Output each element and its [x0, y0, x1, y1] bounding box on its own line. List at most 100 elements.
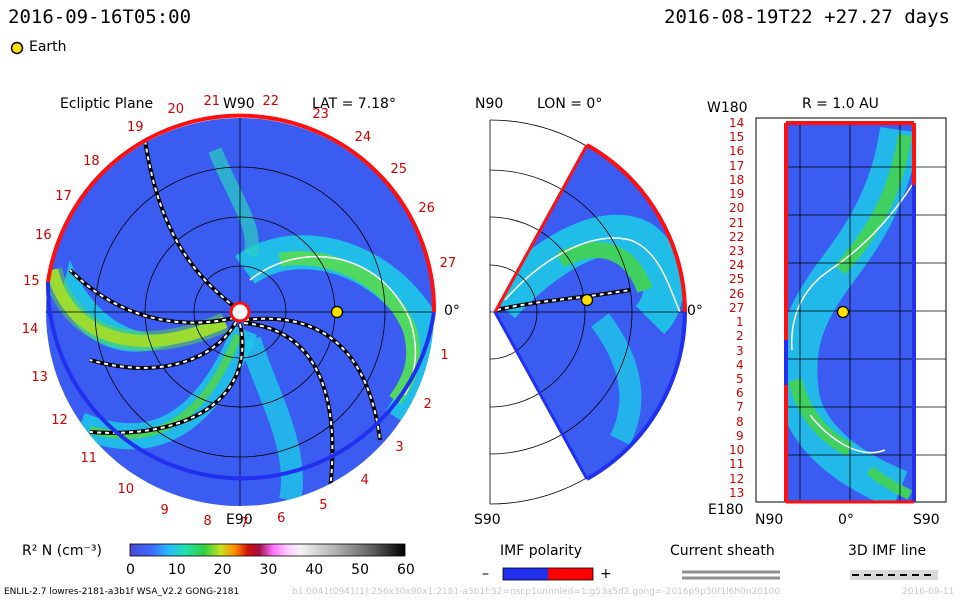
- colorbar-tick-label: 20: [213, 562, 232, 578]
- sphere-row-label: 18: [729, 172, 745, 187]
- ring-label: 24: [354, 130, 372, 146]
- imf-positive-swatch: [548, 568, 593, 580]
- sphere-row-label: 4: [736, 357, 744, 372]
- ring-label: 26: [418, 201, 435, 217]
- ring-label: 25: [390, 162, 408, 178]
- earth-legend-label: Earth: [29, 39, 67, 55]
- sphere-row-label: 20: [729, 201, 745, 216]
- sphere-row-label: 10: [729, 443, 745, 458]
- ring-label: 12: [51, 413, 68, 429]
- ring-label: 22: [262, 94, 280, 110]
- ring-label: 11: [80, 451, 98, 467]
- sphere-row-label: 14: [729, 116, 745, 130]
- sphere-row-label: 9: [736, 428, 744, 443]
- earth-marker-icon: [330, 305, 344, 319]
- sphere-row-label: 3: [736, 343, 744, 358]
- sphere-row-label: 8: [736, 414, 744, 429]
- sphere-0deg-label: 0°: [838, 512, 854, 528]
- sphere-row-label: 11: [729, 457, 745, 472]
- sphere-row-label: 13: [729, 485, 745, 500]
- ring-label: 17: [55, 188, 72, 204]
- sphere-row-label: 16: [729, 144, 745, 159]
- sphere-row-label: 6: [736, 386, 744, 401]
- imf-3d-line-title: 3D IMF line: [848, 543, 927, 559]
- ring-label: 5: [319, 497, 328, 513]
- sphere-row-label: 22: [729, 229, 745, 244]
- ecliptic-title: Ecliptic Plane: [60, 96, 154, 112]
- sphere-r1au-plot: [755, 117, 947, 504]
- ecliptic-0deg-label: 0°: [444, 303, 460, 319]
- colorbar-tick-label: 0: [126, 562, 135, 578]
- ring-label: 10: [117, 481, 135, 497]
- ecliptic-lat-label: LAT = 7.18°: [312, 96, 396, 112]
- ring-label: 3: [395, 440, 404, 456]
- sphere-row-label: 26: [729, 286, 745, 301]
- imf-polarity-title: IMF polarity: [500, 543, 583, 559]
- colorbar-tick-label: 40: [305, 562, 324, 578]
- sphere-row-label: 23: [729, 244, 745, 258]
- meridional-n90-label: N90: [475, 96, 504, 112]
- sphere-row-label: 19: [729, 187, 745, 202]
- model-info: ENLIL-2.7 lowres-2181-a3b1f WSA_V2.2 GON…: [4, 587, 240, 597]
- ring-label: 13: [31, 369, 48, 385]
- meridional-0deg-label: 0°: [687, 303, 703, 319]
- sphere-row-label: 2: [736, 329, 744, 344]
- imf-plus-label: +: [600, 566, 612, 582]
- density-colorbar: [129, 543, 406, 557]
- colorbar-tick-label: 50: [351, 562, 369, 578]
- ring-label: 4: [360, 473, 369, 489]
- sphere-row-label: 5: [736, 372, 744, 386]
- imf-negative-swatch: [503, 568, 548, 580]
- ring-label: 21: [203, 94, 221, 110]
- sphere-row-label: 7: [736, 400, 744, 415]
- ring-label: 16: [35, 228, 52, 244]
- sphere-row-label: 21: [729, 215, 745, 230]
- current-sheath-title: Current sheath: [670, 543, 775, 559]
- ring-label: 18: [83, 154, 100, 170]
- colorbar-tick-label: 30: [259, 562, 278, 578]
- sphere-s90-label: S90: [913, 512, 940, 528]
- ring-label: 6: [277, 511, 286, 527]
- run-date-faded: 2016-09-11: [902, 587, 955, 597]
- density-features: [46, 118, 434, 506]
- sphere-row-label: 25: [729, 272, 745, 287]
- ring-label: 14: [21, 322, 39, 338]
- meridional-lon-label: LON = 0°: [537, 96, 603, 112]
- sphere-row-label: 15: [729, 130, 745, 145]
- run-id-faded: b1.0041t0941(1):256x30x90x1:2181-a3b1f:3…: [292, 587, 781, 597]
- ecliptic-plane-plot: [45, 113, 437, 506]
- sphere-n90-label: N90: [755, 512, 784, 528]
- colorbar-tick-label: 10: [167, 562, 186, 578]
- sphere-row-label: 17: [729, 158, 745, 173]
- sun-icon: [229, 301, 251, 323]
- run-time-offset: 2016-08-19T22 +27.27 days: [664, 6, 950, 28]
- ring-label: 1: [440, 348, 449, 364]
- ecliptic-e90-label: E90: [226, 512, 253, 528]
- ring-label: 2: [423, 396, 432, 412]
- colorbar-tick-label: 60: [397, 562, 415, 578]
- colorbar-label: R² N (cm⁻³): [22, 543, 102, 559]
- earth-legend-icon: [10, 41, 24, 55]
- ring-label: 7: [240, 515, 249, 531]
- simulation-time: 2016-09-16T05:00: [8, 6, 192, 28]
- imf-minus-label: –: [482, 566, 489, 582]
- ring-label: 27: [439, 256, 457, 272]
- ecliptic-w90-label: W90: [223, 96, 255, 112]
- ring-label: 23: [312, 107, 329, 123]
- sphere-row-label: 12: [729, 471, 745, 486]
- sphere-title: R = 1.0 AU: [802, 96, 879, 112]
- sphere-row-label: 24: [729, 258, 745, 273]
- sphere-w180-label: W180: [707, 100, 748, 116]
- sphere-row-label: 27: [729, 300, 745, 315]
- ring-label: 9: [160, 503, 169, 519]
- sphere-row-label: 1: [736, 315, 744, 330]
- sphere-e180-label: E180: [708, 502, 744, 518]
- ring-label: 8: [203, 513, 212, 529]
- earth-marker-icon: [580, 293, 594, 307]
- ring-label: 15: [23, 274, 40, 290]
- ring-label: 20: [167, 102, 185, 118]
- meridional-plane-plot: [489, 119, 687, 505]
- meridional-s90-label: S90: [474, 512, 501, 528]
- ring-label: 19: [127, 120, 144, 136]
